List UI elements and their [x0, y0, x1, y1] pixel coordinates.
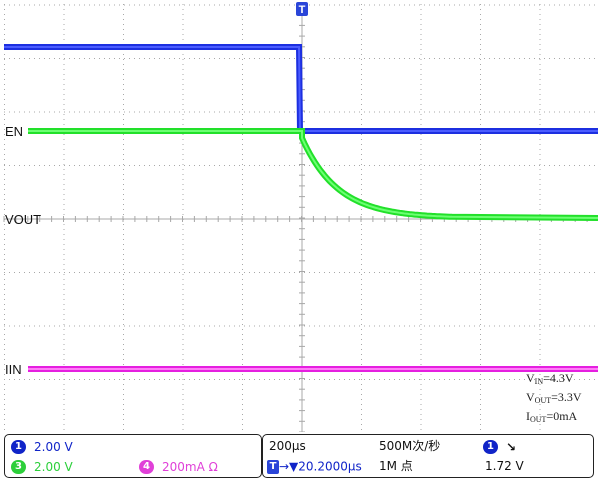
status-bar: 1 2.00 V 3 2.00 V 4 200mA Ω 200µs 500M次/秒 1…: [0, 432, 598, 478]
channel-scale-panel[interactable]: 1 2.00 V 3 2.00 V 4 200mA Ω: [4, 434, 262, 478]
trigger-icon: T: [267, 459, 279, 474]
ch4-scale-value: 200mA Ω: [162, 459, 218, 474]
trigger-source[interactable]: 1 ↘: [483, 439, 516, 454]
iin-label: IIN: [5, 362, 22, 377]
record-length: 1M 点: [379, 459, 413, 473]
ch1-scale[interactable]: 1 2.00 V: [11, 439, 73, 454]
vout-condition: VOUT=3.3V: [526, 390, 582, 405]
ch1-trace-core: [4, 46, 598, 132]
timebase[interactable]: 200µs: [269, 439, 306, 453]
en-label: EN: [5, 124, 24, 139]
horizontal-trigger-panel[interactable]: 200µs 500M次/秒 1 ↘ T →▼20.2000µs 1M 点 1.72 …: [262, 434, 594, 478]
ch1-trace: [4, 44, 598, 134]
trigger-marker[interactable]: T: [296, 2, 308, 16]
ch3-trace-core: [28, 130, 598, 219]
ch4-badge: 4: [139, 459, 154, 474]
trigger-position-value: →▼20.2000µs: [279, 459, 362, 474]
ch1-scale-value: 2.00 V: [34, 439, 73, 454]
ch3-scale[interactable]: 3 2.00 V: [11, 459, 73, 474]
ch3-scale-value: 2.00 V: [34, 459, 73, 474]
svg-text:T: T: [299, 4, 306, 16]
trigger-level[interactable]: 1.72 V: [485, 459, 524, 473]
sample-rate: 500M次/秒: [379, 439, 441, 453]
ch4-scale[interactable]: 4 200mA Ω: [139, 459, 218, 474]
vin-condition: VIN=4.3V: [526, 371, 574, 386]
trigger-position[interactable]: T →▼20.2000µs: [267, 459, 362, 474]
ch3-badge: 3: [11, 459, 26, 474]
vout-label: VOUT: [5, 212, 42, 227]
ch1-badge: 1: [11, 439, 26, 454]
trigger-channel-badge: 1: [483, 439, 498, 454]
iout-condition: IOUT=0mA: [526, 409, 578, 424]
falling-edge-icon: ↘: [506, 439, 517, 454]
ch3-trace: [28, 128, 598, 221]
oscilloscope-screen: T EN VOUT IIN VIN=4.3V VOUT=3.3V IOUT=0m…: [3, 2, 598, 432]
